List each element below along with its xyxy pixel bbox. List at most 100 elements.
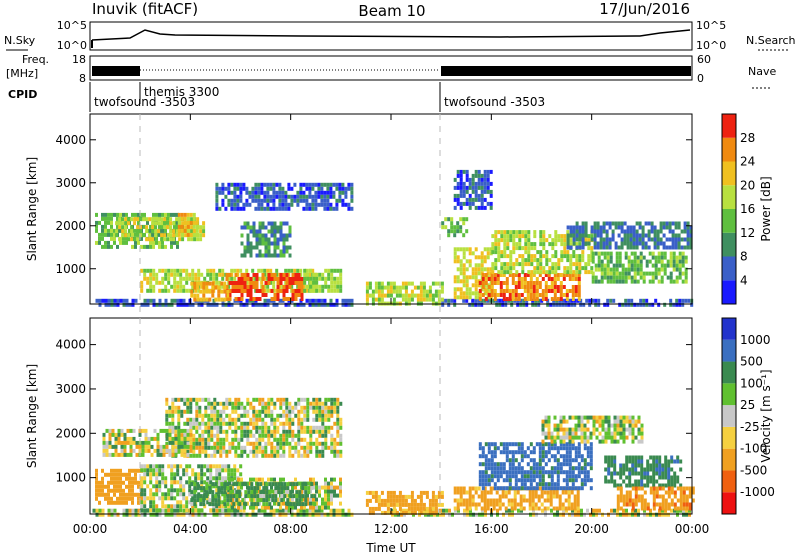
heatmap-cell — [599, 237, 603, 242]
heatmap-cell — [650, 229, 654, 234]
heatmap-cell — [309, 489, 312, 494]
heatmap-cell — [522, 302, 526, 307]
heatmap-cell — [185, 268, 189, 273]
heatmap-cell — [140, 302, 144, 307]
heatmap-cell — [546, 490, 550, 495]
heatmap-cell — [285, 221, 289, 226]
heatmap-cell — [153, 436, 157, 441]
heatmap-cell — [434, 494, 438, 499]
heatmap-cell — [324, 413, 328, 418]
heatmap-cell — [329, 508, 333, 513]
heatmap-cell — [314, 202, 318, 207]
heatmap-cell — [219, 437, 223, 442]
heatmap-cell — [226, 494, 230, 499]
heatmap-cell — [468, 181, 472, 186]
heatmap-cell — [522, 498, 526, 503]
heatmap-cell — [478, 478, 482, 483]
heatmap-cell — [276, 425, 280, 430]
heatmap-cell — [193, 293, 197, 298]
heatmap-cell — [560, 242, 564, 247]
heatmap-cell — [273, 433, 277, 438]
heatmap-cell — [503, 254, 507, 259]
heatmap-cell — [511, 277, 515, 281]
heatmap-cell — [245, 268, 249, 273]
heatmap-cell — [528, 494, 532, 499]
heatmap-cell — [532, 446, 536, 451]
heatmap-cell — [104, 302, 108, 307]
heatmap-cell — [303, 268, 307, 273]
heatmap-cell — [347, 206, 351, 211]
heatmap-cell — [606, 255, 610, 260]
heatmap-cell — [529, 297, 533, 301]
heatmap-cell — [437, 289, 441, 294]
heatmap-cell — [312, 417, 316, 422]
heatmap-cell — [186, 212, 190, 217]
heatmap-cell — [285, 437, 289, 442]
heatmap-cell — [326, 512, 330, 517]
heatmap-cell — [164, 268, 168, 273]
heatmap-cell — [615, 263, 619, 268]
heatmap-cell — [456, 193, 460, 198]
heatmap-cell — [208, 498, 212, 503]
heatmap-cell — [220, 297, 224, 302]
heatmap-cell — [226, 293, 230, 298]
heatmap-cell — [150, 436, 154, 441]
heatmap-cell — [321, 276, 325, 281]
heatmap-cell — [484, 508, 487, 513]
heatmap-cell — [191, 268, 195, 273]
heatmap-cell — [290, 186, 294, 191]
heatmap-cell — [176, 500, 180, 505]
heatmap-cell — [293, 198, 297, 203]
heatmap-cell — [164, 212, 167, 217]
heatmap-cell — [459, 229, 463, 234]
heatmap-cell — [329, 182, 333, 187]
heatmap-cell — [272, 302, 276, 307]
heatmap-cell — [211, 281, 215, 286]
heatmap-cell — [532, 289, 536, 293]
heatmap-cell — [627, 263, 631, 268]
heatmap-cell — [581, 258, 585, 263]
heatmap-cell — [246, 437, 250, 442]
heatmap-cell — [170, 484, 174, 489]
heatmap-cell — [525, 498, 529, 503]
heatmap-cell — [505, 289, 509, 293]
heatmap-cell — [243, 405, 247, 410]
heatmap-cell — [262, 490, 266, 495]
heatmap-cell — [239, 268, 243, 273]
heatmap-cell — [251, 194, 255, 199]
heatmap-cell — [251, 512, 255, 517]
heatmap-cell — [502, 273, 506, 277]
heatmap-cell — [246, 221, 250, 226]
heatmap-cell — [580, 512, 583, 517]
heatmap-cell — [682, 508, 685, 513]
heatmap-cell — [249, 417, 253, 422]
heatmap-cell — [511, 273, 515, 277]
heatmap-cell — [308, 186, 312, 191]
heatmap-cell — [499, 462, 503, 467]
heatmap-cell — [483, 498, 487, 503]
heatmap-cell — [303, 425, 307, 430]
heatmap-cell — [284, 268, 288, 273]
heatmap-cell — [581, 233, 585, 238]
heatmap-cell — [240, 425, 244, 430]
heatmap-cell — [636, 255, 640, 260]
heatmap-cell — [499, 293, 503, 297]
heatmap-cell — [513, 490, 517, 495]
heatmap-cell — [477, 494, 481, 499]
heatmap-cell — [312, 505, 315, 510]
heatmap-cell — [456, 506, 460, 511]
heatmap-cell — [240, 433, 244, 438]
heatmap-cell — [161, 302, 165, 307]
heatmap-cell — [273, 293, 277, 297]
heatmap-cell — [114, 448, 118, 453]
heatmap-cell — [243, 445, 247, 450]
heatmap-cell — [484, 512, 487, 517]
heatmap-cell — [629, 233, 633, 238]
heatmap-cell — [215, 276, 219, 281]
heatmap-cell — [216, 433, 220, 438]
heatmap-cell — [675, 298, 679, 303]
heatmap-cell — [209, 464, 213, 469]
heatmap-cell — [160, 233, 164, 238]
heatmap-cell — [158, 508, 162, 513]
heatmap-cell — [170, 496, 174, 501]
